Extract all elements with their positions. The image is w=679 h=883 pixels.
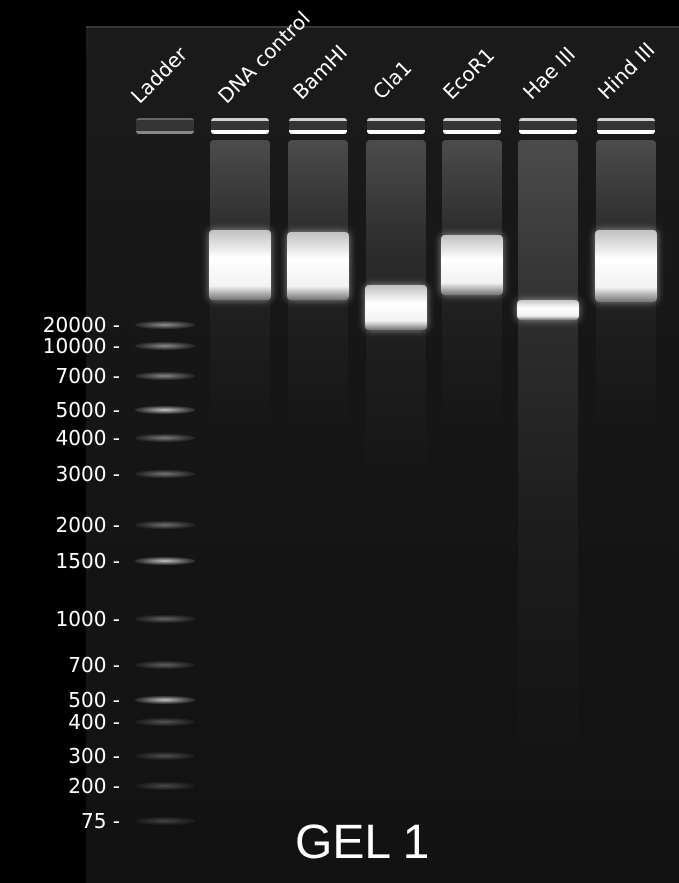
- ladder-band: [135, 696, 195, 704]
- ladder-band: [135, 718, 195, 726]
- ladder-band: [135, 817, 195, 825]
- size-marker-label: 700 -: [68, 653, 120, 677]
- size-marker-label: 3000 -: [55, 462, 120, 486]
- size-marker-label: 75 -: [80, 809, 120, 833]
- size-marker-label: 1000 -: [55, 607, 120, 631]
- size-marker-label: 500 -: [68, 688, 120, 712]
- size-marker-label: 10000 -: [42, 334, 120, 358]
- size-marker-label: 4000 -: [55, 426, 120, 450]
- dna-band: [517, 300, 579, 320]
- size-marker-label: 400 -: [68, 710, 120, 734]
- ladder-band: [135, 321, 195, 329]
- sample-well: [136, 118, 194, 134]
- gel-title: GEL 1: [295, 816, 430, 869]
- size-marker-label: 2000 -: [55, 513, 120, 537]
- dna-band: [595, 230, 657, 302]
- dna-band: [365, 285, 427, 330]
- ladder-band: [135, 342, 195, 350]
- dna-band: [441, 235, 503, 295]
- sample-well: [211, 118, 269, 134]
- agarose-gel: [86, 28, 679, 883]
- size-marker-label: 7000 -: [55, 364, 120, 388]
- ladder-band: [135, 406, 195, 414]
- ladder-band: [135, 557, 195, 565]
- ladder-band: [135, 521, 195, 529]
- ladder-band: [135, 615, 195, 623]
- sample-well: [519, 118, 577, 134]
- dna-band: [209, 230, 271, 300]
- size-marker-label: 1500 -: [55, 549, 120, 573]
- dna-band: [287, 232, 349, 300]
- ladder-band: [135, 782, 195, 790]
- ladder-band: [135, 661, 195, 669]
- ladder-band: [135, 470, 195, 478]
- sample-well: [443, 118, 501, 134]
- dna-smear: [518, 140, 578, 790]
- sample-well: [289, 118, 347, 134]
- size-marker-label: 5000 -: [55, 398, 120, 422]
- size-marker-label: 20000 -: [42, 313, 120, 337]
- size-marker-label: 200 -: [68, 774, 120, 798]
- ladder-band: [135, 752, 195, 760]
- sample-well: [597, 118, 655, 134]
- ladder-band: [135, 434, 195, 442]
- size-marker-label: 300 -: [68, 744, 120, 768]
- ladder-band: [135, 372, 195, 380]
- sample-well: [367, 118, 425, 134]
